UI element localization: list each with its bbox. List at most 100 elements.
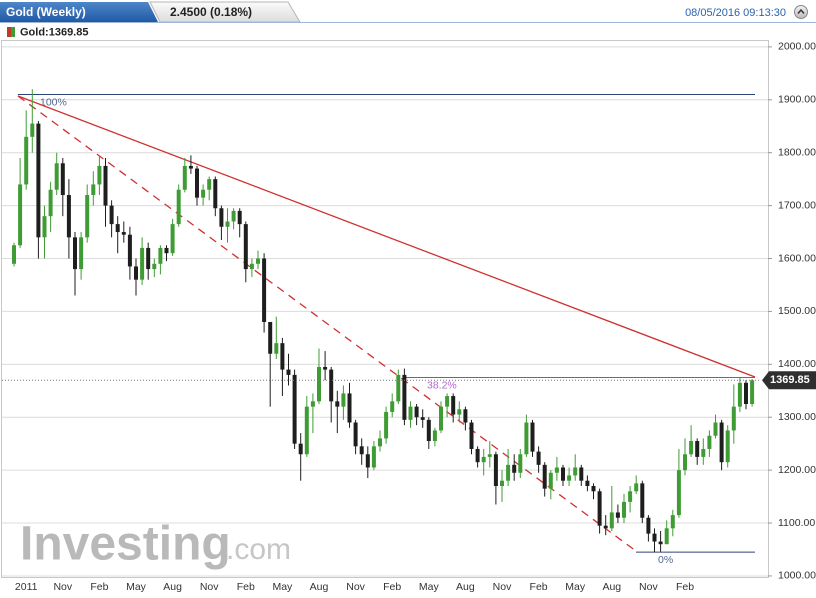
candle-body [475,448,480,463]
x-tick-label: Feb [237,581,255,593]
candle-body [664,528,669,545]
candle-body [701,448,706,457]
candle-body [225,221,230,227]
candle-body [140,247,145,280]
candle-body [158,247,163,264]
title: Gold (Weekly) [6,5,86,19]
candle-body [445,396,450,407]
candle-body [500,480,504,487]
candle-body [54,163,59,190]
candle-body [615,512,620,518]
candle-body [317,366,321,402]
legend: Gold:1369.85 [20,26,88,38]
candle-body [432,430,437,442]
legend-icon-down [7,27,11,37]
x-tick-label: Nov [346,581,365,593]
candle-body [530,422,535,452]
candle-body [640,483,645,518]
candle-body [365,454,370,468]
candle-body [652,533,657,542]
candle-body [24,136,29,185]
candle-body [30,123,35,137]
x-tick-label: Aug [456,581,475,593]
candle-body [304,406,309,455]
candle-body [329,369,334,402]
candle-body [670,515,675,529]
candle-body [622,501,626,518]
candle-body [195,168,199,198]
candle-body [713,422,718,436]
collapse-button[interactable] [794,5,808,19]
candle-body [689,441,694,455]
candle-body [85,195,90,238]
candle-body [146,247,151,270]
candle-body [579,467,584,481]
candle-body [66,195,71,238]
candle-body [609,512,614,529]
candle-body [152,263,157,270]
trend-line-dashed [17,95,637,552]
y-tick-label: 1200.00 [778,464,816,476]
fib-label: 0% [658,554,673,566]
change: 2.4500 (0.18%) [170,5,252,19]
candle-body [109,205,114,225]
candle-body [79,237,84,270]
candle-body [707,435,712,449]
candle-body [219,208,224,227]
candle-body [134,266,138,280]
candle-body [286,369,291,375]
candle-body [18,184,23,246]
candle-body [384,411,389,439]
x-tick-label: May [565,581,586,593]
y-tick-label: 1100.00 [778,517,815,529]
candle-body [249,263,254,270]
y-tick-label: 1400.00 [778,358,816,370]
collapse-icon [797,8,805,14]
candle-body [439,406,443,431]
candle-body [628,491,633,502]
candle-body [597,491,602,526]
x-tick-label: Nov [200,581,219,593]
candle-body [719,422,724,463]
watermark-suffix: .com [226,533,291,566]
candle-body [487,454,492,457]
candle-body [451,396,456,415]
candle-body [414,406,419,418]
x-tick-label: Feb [90,581,108,593]
candle-body [512,464,517,473]
x-tick-label: Feb [383,581,401,593]
y-tick-label: 1600.00 [778,252,816,264]
candle-body [646,517,651,534]
candle-body [103,165,108,206]
y-tick-label: 1900.00 [778,94,816,106]
candle-body [554,467,559,473]
candle-body [170,224,175,254]
candle-body [542,464,547,489]
candle-body [506,464,511,481]
candle-body [548,472,553,489]
candle-body [188,165,193,169]
x-tick-label: Nov [493,581,512,593]
x-tick-label: Feb [530,581,548,593]
x-tick-label: Nov [639,581,658,593]
title-tab[interactable] [0,2,158,22]
candle-body [97,165,102,185]
candle-body [481,456,486,463]
candle-body [658,541,663,545]
candle-body [115,224,120,233]
legend-icon-up [11,27,15,37]
candle-body [725,430,730,463]
candle-body [359,446,364,455]
candle-body [493,454,498,487]
timestamp: 08/05/2016 09:13:30 [685,7,786,19]
candle-body [298,443,303,455]
last-price-label: 1369.85 [770,374,810,386]
candle-body [182,165,187,190]
candle-body [750,380,755,404]
candle-body [335,401,340,407]
candle-body [353,422,358,447]
y-tick-label: 1700.00 [778,199,816,211]
candle-body [262,258,267,322]
candle-body [91,184,96,196]
candle-body [457,409,462,415]
